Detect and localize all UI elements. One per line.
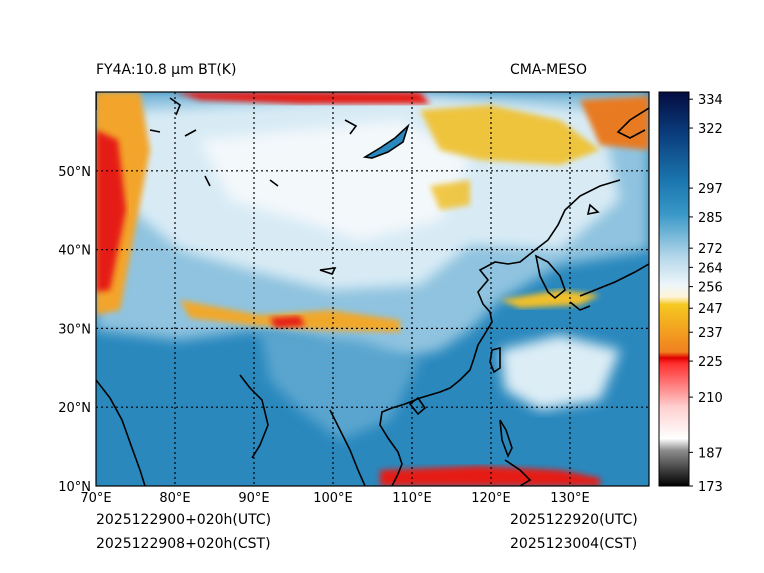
- colorbar-tick-label: 225: [698, 355, 723, 370]
- lat-tick-labels: 10°N 20°N 30°N 40°N 50°N: [58, 165, 91, 495]
- lon-tick-label: 90°E: [238, 491, 269, 506]
- tibet-cold-cloud: [180, 300, 400, 332]
- valid-time-utc: 2025122920(UTC): [510, 512, 638, 528]
- east-sea-cold-cloud: [500, 290, 600, 308]
- colorbar-tick-label: 264: [698, 261, 723, 276]
- colorbar: [658, 91, 690, 487]
- product-title: FY4A:10.8 μm BT(K): [96, 62, 237, 78]
- coastlines: [96, 92, 649, 486]
- colorbar-tick-label: 272: [698, 242, 723, 257]
- lat-tick-label: 50°N: [58, 165, 91, 180]
- colorbar-tick-label: 256: [698, 281, 723, 296]
- lon-tick-label: 120°E: [471, 491, 511, 506]
- colorbar-tick-label: 297: [698, 182, 723, 197]
- lat-tick-label: 40°N: [58, 244, 91, 259]
- tibet-very-cold: [270, 316, 305, 328]
- lon-tick-label: 110°E: [392, 491, 432, 506]
- model-name: CMA-MESO: [510, 62, 588, 78]
- lat-tick-label: 30°N: [58, 322, 91, 337]
- south-china-cloud: [260, 330, 420, 440]
- lon-tick-label: 100°E: [313, 491, 353, 506]
- colorbar-tick-label: 173: [698, 480, 723, 495]
- lon-tick-label: 130°E: [550, 491, 590, 506]
- colorbar-tick-label: 322: [698, 122, 723, 137]
- southern-very-cold: [380, 466, 600, 486]
- lon-tick-label: 80°E: [159, 491, 190, 506]
- init-time-utc: 2025122900+020h(UTC): [96, 512, 272, 528]
- mongolia-cold-cloud: [420, 105, 600, 165]
- colorbar-tick-label: 334: [698, 93, 723, 108]
- colorbar-tick-label: 187: [698, 446, 723, 461]
- colorbar-tick-label: 247: [698, 302, 723, 317]
- map-frame: [95, 91, 650, 487]
- init-time-cst: 2025122908+020h(CST): [96, 536, 271, 552]
- lon-tick-labels: 70°E 80°E 90°E 100°E 110°E 120°E 130°E: [80, 491, 589, 506]
- valid-time-cst: 2025123004(CST): [510, 536, 638, 552]
- graticule: [96, 92, 649, 486]
- colorbar-tick-labels: 334 322 297 285 272 264 256 247 237 225 210 187 173: [689, 93, 723, 495]
- lat-tick-label: 20°N: [58, 401, 91, 416]
- colorbar-tick-label: 210: [698, 391, 723, 406]
- colorbar-tick-label: 237: [698, 326, 723, 341]
- northern-very-cold: [175, 92, 430, 104]
- colorbar-tick-label: 285: [698, 211, 723, 226]
- western-very-cold: [96, 130, 126, 292]
- pacific-cloud: [500, 335, 620, 410]
- brightest-cloud: [200, 120, 470, 240]
- lat-tick-label: 10°N: [58, 480, 91, 495]
- lon-tick-label: 70°E: [80, 491, 111, 506]
- inner-mongolia-cold-cloud: [430, 180, 470, 210]
- imagery: [96, 92, 649, 486]
